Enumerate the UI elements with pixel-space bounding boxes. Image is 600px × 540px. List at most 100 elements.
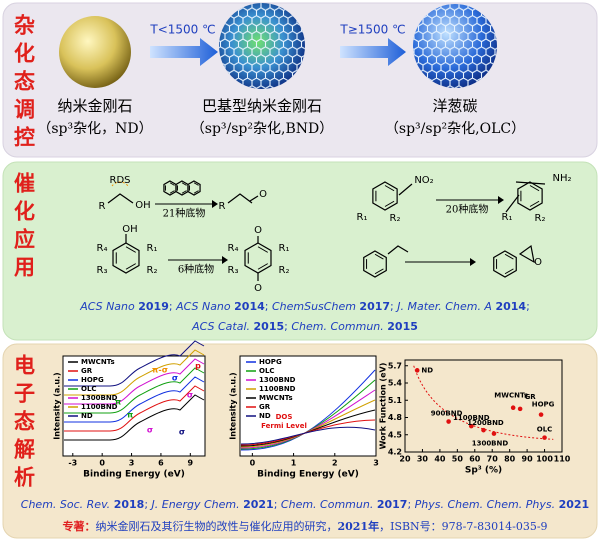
- citation-part: J. Mater. Chem. A: [395, 300, 495, 313]
- arrow-label: T<1500 ℃: [149, 23, 215, 37]
- point: [538, 412, 544, 417]
- double-bond: [374, 268, 384, 275]
- legend-label: 1300BND: [81, 394, 118, 402]
- x-axis-label: Binding Energy (eV): [83, 470, 185, 480]
- double-bond: [257, 263, 268, 270]
- benzene-ring: [372, 181, 398, 211]
- citation-part: ;: [284, 320, 291, 333]
- citation-part: 2019: [138, 300, 169, 313]
- citation: Chem. Soc. Rev. 2018; J. Energy Chem. 20…: [21, 498, 589, 511]
- double-bond: [504, 253, 514, 260]
- chem-label: RDS: [110, 175, 131, 186]
- benzene-ring: [112, 242, 140, 274]
- point: [542, 435, 547, 440]
- legend-label: 1100BND: [81, 403, 118, 411]
- benzene-ring: [517, 181, 543, 211]
- annotation: σ: [172, 374, 178, 383]
- annotation: σ: [179, 428, 185, 437]
- double-bond: [125, 263, 136, 270]
- point: [510, 405, 516, 411]
- chart-background: [240, 356, 376, 456]
- chem-label: R₁: [502, 212, 513, 223]
- x-tick-label: 20: [399, 455, 411, 464]
- x-tick-label: 3: [373, 459, 379, 468]
- double-bond: [504, 268, 514, 275]
- point: [468, 423, 474, 429]
- arrow: [340, 38, 406, 66]
- point-label: 1200BND: [467, 419, 504, 427]
- citation-part: ;: [526, 300, 530, 313]
- point: [491, 431, 497, 436]
- chem-label: 20种底物: [446, 203, 489, 216]
- double-bond: [257, 246, 268, 253]
- chem-label: O: [254, 283, 262, 294]
- section-label: 电子态解析: [12, 354, 37, 494]
- structures: [107, 181, 546, 281]
- chem-label: NO₂: [414, 175, 433, 186]
- spectrum: [240, 426, 376, 445]
- annotation: Fermi Level: [261, 422, 307, 430]
- cage: [219, 3, 305, 89]
- double-bond: [529, 200, 540, 207]
- citation-part: J. Energy Chem.: [150, 498, 244, 511]
- annotation: σ: [187, 391, 193, 400]
- spectrum: [64, 394, 205, 441]
- legend-label: HOPG: [81, 376, 104, 384]
- benzene-ring: [493, 250, 517, 278]
- arrow: [150, 38, 218, 66]
- monograph-part: 专著：: [62, 519, 95, 533]
- nanodiamond: [59, 16, 131, 88]
- double-bond: [384, 200, 395, 207]
- chem-label: R₂: [390, 213, 401, 224]
- annotation: π-σ: [152, 366, 168, 375]
- citation-part: ;: [169, 300, 176, 313]
- chem-label: OH: [135, 200, 150, 211]
- x-tick-label: 6: [158, 459, 164, 468]
- panel-catalysis: [2, 161, 598, 341]
- double-bond: [169, 190, 175, 194]
- chem-label: OH: [122, 224, 137, 235]
- citation: ACS Nano 2019; ACS Nano 2014; ChemSusChe…: [79, 300, 530, 313]
- material-name: 洋葱碳: [432, 97, 477, 115]
- citation-part: 2015: [254, 320, 285, 333]
- spectrum: [64, 340, 205, 387]
- x-tick-label: 60: [469, 455, 481, 464]
- citation-part: ;: [144, 498, 151, 511]
- chem-label: R: [99, 201, 106, 212]
- x-tick-label: 0: [99, 459, 105, 468]
- double-bond: [193, 182, 199, 186]
- point: [481, 427, 486, 433]
- y-axis-label: Intensity (a.u.): [53, 372, 62, 439]
- chart-frame: [62, 355, 206, 457]
- y-tick-label: 4.2: [388, 448, 402, 457]
- chem-label: NH₂: [552, 173, 571, 184]
- legend-label: GR: [81, 367, 93, 375]
- citation-part: ;: [390, 300, 397, 313]
- double-bond: [169, 182, 175, 186]
- point: [414, 368, 420, 373]
- material-detail: （sp³/sp²杂化,BND）: [191, 121, 333, 137]
- double-bond: [384, 185, 395, 192]
- citation-part: 2018: [114, 498, 145, 511]
- chem-label: R₂: [535, 213, 546, 224]
- citation-part: Chem. Soc. Rev.: [21, 498, 114, 511]
- chem-label: R₁: [279, 243, 290, 254]
- y-tick-label: 4.8: [388, 413, 403, 422]
- x-tick-label: 30: [417, 455, 429, 464]
- citation-part: ;: [274, 498, 281, 511]
- citation-part: 2017: [377, 498, 408, 511]
- annotation: π: [115, 398, 121, 407]
- monograph: 专著：纳米金刚石及其衍生物的改性与催化应用的研究，2021年，ISBN号：978…: [62, 519, 547, 533]
- cage: [413, 4, 497, 88]
- citation-part: Phys. Chem. Chem. Phys.: [415, 498, 559, 511]
- citation-part: 2017: [359, 300, 390, 313]
- legend-label: 1300BND: [259, 376, 296, 384]
- chem-label: R: [219, 201, 226, 212]
- x-tick-label: 100: [536, 455, 553, 464]
- monograph-part: 2021年: [337, 519, 379, 533]
- x-tick-label: 2: [332, 459, 338, 468]
- legend-label: ND: [259, 412, 271, 420]
- chem-label: 21种底物: [163, 207, 206, 220]
- chart-frame: [404, 359, 563, 453]
